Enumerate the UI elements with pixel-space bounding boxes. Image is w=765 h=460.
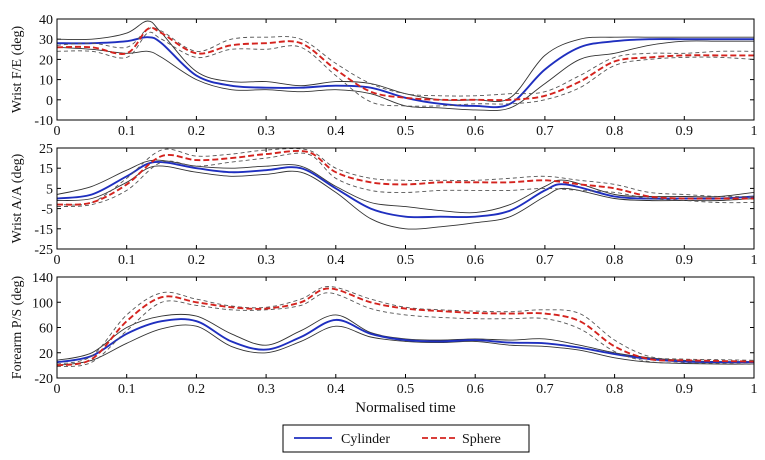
cylinder-lower-band-line <box>57 324 754 366</box>
x-tick-label: 0.7 <box>536 382 554 397</box>
y-tick-label: 10 <box>39 74 53 89</box>
x-tick-label: 0.2 <box>188 253 206 268</box>
legend: Cylinder Sphere <box>282 424 530 453</box>
x-tick-label: 1 <box>751 124 758 139</box>
panel-2: -25 -15 -5 5 15 25 0 0.1 0.2 0.3 0.4 0.5 0.6 0.7 0.8 0.… <box>10 142 758 268</box>
x-tick-label: 0.9 <box>676 382 694 397</box>
x-tick-label: 0.9 <box>676 124 694 139</box>
x-tick-label: 0.7 <box>536 253 554 268</box>
cylinder-lower-band-line <box>57 165 754 230</box>
sphere-upper-band-line <box>57 27 754 97</box>
sphere-mean-line <box>57 149 754 206</box>
x-tick-label: 0.5 <box>397 124 415 139</box>
x-tick-label: 0 <box>54 382 61 397</box>
x-tick-label: 0 <box>54 253 61 268</box>
x-tick-label: 0.1 <box>118 124 136 139</box>
legend-label-cylinder: Cylinder <box>341 432 390 447</box>
y-tick-label: 5 <box>46 182 53 197</box>
cylinder-upper-band-line <box>57 313 754 363</box>
cylinder-mean-line <box>57 318 754 364</box>
x-tick-label: 0.4 <box>327 124 345 139</box>
y-tick-label: 60 <box>39 322 53 337</box>
series-group <box>57 286 754 368</box>
x-tick-label: 0.7 <box>536 124 554 139</box>
x-tick-label: 0.8 <box>606 382 624 397</box>
x-tick-label: 0 <box>54 124 61 139</box>
x-tick-label: 0.3 <box>257 124 275 139</box>
y-tick-label: -10 <box>34 114 53 129</box>
x-tick-label: 0.3 <box>257 382 275 397</box>
y-tick-label: 20 <box>39 53 53 68</box>
x-tick-label: 0.4 <box>327 382 345 397</box>
series-group <box>57 148 754 230</box>
x-tick-label: 0.6 <box>466 382 484 397</box>
cylinder-lower-band-line <box>57 40 754 111</box>
y-tick-label: 15 <box>39 162 53 177</box>
x-axis-label: Normalised time <box>355 400 456 416</box>
y-tick-label: 140 <box>32 271 53 286</box>
y-axis-label: Wrist F/E (deg) <box>10 26 25 114</box>
x-tick-label: 0.8 <box>606 253 624 268</box>
y-axis-label: Wrist A/A (deg) <box>10 153 25 243</box>
y-tick-label: -15 <box>34 223 53 238</box>
sphere-lower-band-line <box>57 292 754 368</box>
panel-3: -20 20 60 100 140 0 0.1 0.2 0.3 0.4 0.5 0.6 0.7 0.8 0.… <box>10 271 758 397</box>
y-tick-label: 25 <box>39 142 53 157</box>
y-tick-label: -20 <box>34 372 53 387</box>
x-tick-label: 0.1 <box>118 253 136 268</box>
y-tick-label: -25 <box>34 243 53 258</box>
sphere-upper-band-line <box>57 286 754 365</box>
cylinder-upper-band-line <box>57 20 754 103</box>
x-tick-label: 0.1 <box>118 382 136 397</box>
sphere-mean-line <box>57 26 754 102</box>
sphere-lower-band-line <box>57 152 754 208</box>
plot-frame <box>56 276 755 379</box>
x-tick-label: 0.4 <box>327 253 345 268</box>
legend-label-sphere: Sphere <box>462 432 501 447</box>
x-tick-label: 0.2 <box>188 124 206 139</box>
series-group <box>57 20 754 111</box>
y-tick-label: 30 <box>39 33 53 48</box>
y-tick-label: 0 <box>46 94 53 109</box>
sphere-mean-line <box>57 287 754 367</box>
x-tick-label: 1 <box>751 382 758 397</box>
y-tick-label: 20 <box>39 347 53 362</box>
sphere-lower-band-line <box>57 31 754 107</box>
y-tick-label: -5 <box>41 203 53 218</box>
y-tick-label: 40 <box>39 13 53 28</box>
x-tick-label: 0.8 <box>606 124 624 139</box>
x-tick-label: 0.6 <box>466 253 484 268</box>
sphere-upper-band-line <box>57 148 754 206</box>
x-tick-label: 0.9 <box>676 253 694 268</box>
x-tick-label: 1 <box>751 253 758 268</box>
x-tick-label: 0.2 <box>188 382 206 397</box>
x-tick-label: 0.3 <box>257 253 275 268</box>
x-tick-label: 0.5 <box>397 253 415 268</box>
cylinder-upper-band-line <box>57 159 754 214</box>
cylinder-mean-line <box>57 160 754 219</box>
y-tick-label: 100 <box>32 296 53 311</box>
x-tick-label: 0.6 <box>466 124 484 139</box>
plot-frame <box>56 18 755 121</box>
cylinder-mean-line <box>57 36 754 109</box>
plot-frame <box>56 147 755 250</box>
y-axis-label: Forearm P/S (deg) <box>10 275 25 379</box>
x-tick-label: 0.5 <box>397 382 415 397</box>
